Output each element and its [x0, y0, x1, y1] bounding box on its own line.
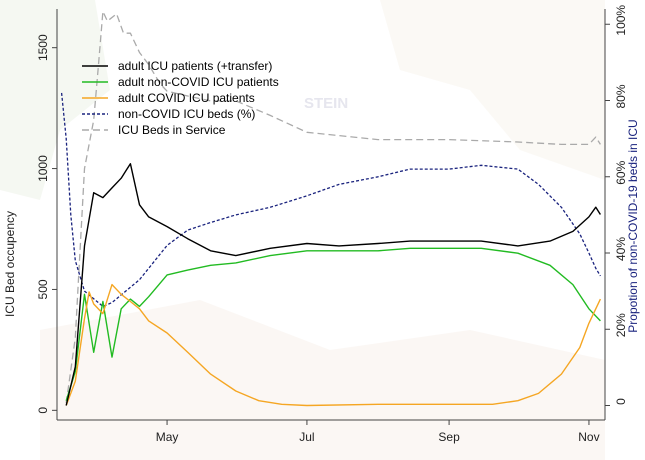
legend-label-1: adult non-COVID ICU patients	[118, 75, 279, 89]
x-tick-label: Sep	[438, 430, 460, 444]
legend: adult ICU patients (+transfer) adult non-…	[82, 59, 279, 137]
x-axis-ticks: May Jul Sep Nov	[156, 420, 600, 444]
legend-label-4: ICU Beds in Service	[118, 123, 226, 137]
left-tick-label: 500	[36, 279, 50, 299]
right-tick-label: 40%	[614, 237, 628, 261]
series-line-0	[65, 163, 601, 406]
left-axis-title: ICU Bed occupency	[3, 211, 17, 317]
background-region-right	[380, 0, 605, 180]
x-tick-label: May	[156, 430, 179, 444]
legend-label-3: non-COVID ICU beds (%)	[118, 107, 255, 121]
series-line-4	[65, 10, 601, 404]
left-tick-label: 1500	[36, 34, 50, 61]
left-axis-ticks: 0 500 1000 1500	[36, 34, 57, 414]
series-line-2	[65, 283, 602, 407]
right-tick-label: 0	[614, 398, 628, 405]
right-axis-title: Propotion of non-COVID-19 beds in ICU	[626, 119, 640, 332]
right-tick-label: 100%	[614, 5, 628, 36]
right-tick-label: 60%	[614, 160, 628, 184]
left-tick-label: 0	[36, 407, 50, 414]
right-tick-label: 80%	[614, 84, 628, 108]
left-tick-label: 1000	[36, 155, 50, 182]
legend-label-2: adult COVID ICU patients	[118, 91, 255, 105]
series-layer	[60, 10, 602, 407]
right-axis-ticks: 0 20% 40% 60% 80% 100%	[605, 5, 628, 407]
legend-label-0: adult ICU patients (+transfer)	[118, 59, 272, 73]
background-region-left	[0, 0, 110, 200]
background-map-label: STEIN	[304, 95, 348, 112]
right-tick-label: 20%	[614, 313, 628, 337]
background-region-lower	[40, 300, 605, 460]
x-tick-label: Jul	[299, 430, 314, 444]
series-line-3	[60, 92, 601, 308]
x-tick-label: Nov	[578, 430, 599, 444]
background-map: STEIN	[0, 0, 605, 460]
